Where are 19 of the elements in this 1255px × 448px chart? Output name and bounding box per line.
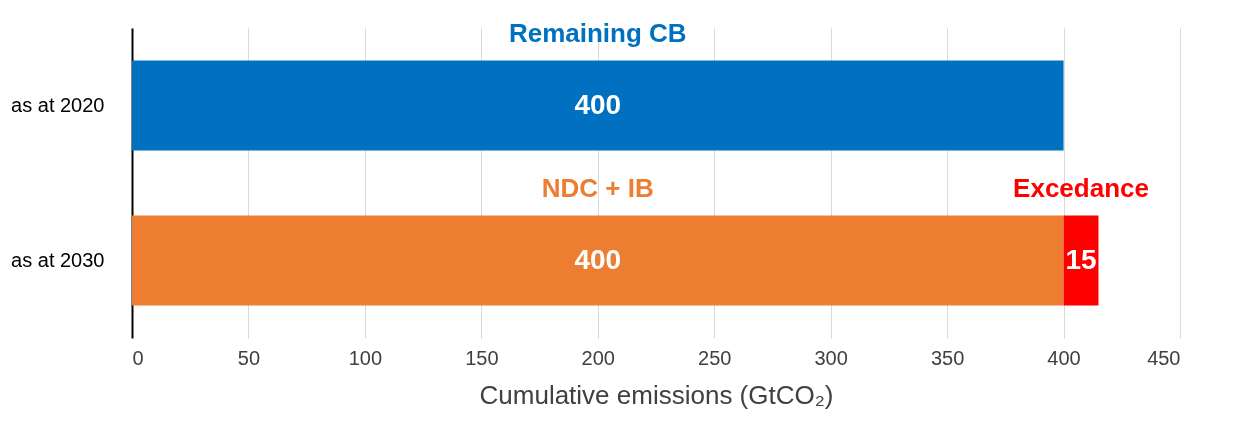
series-label: Excedance <box>1013 172 1149 203</box>
series-label: Remaining CB <box>508 17 687 48</box>
x-tick-label: 300 <box>814 346 848 369</box>
y-tick-label: as at 2030 <box>11 248 105 271</box>
x-tick-label: 0 <box>132 346 144 369</box>
x-tick-label: 100 <box>348 346 383 369</box>
x-tick-label: 400 <box>1047 346 1081 369</box>
x-tick-label: 150 <box>465 346 499 369</box>
x-axis-title: Cumulative emissions (GtCO₂) <box>479 379 834 410</box>
x-tick-label: 450 <box>1147 346 1181 369</box>
series-label: NDC + IB <box>541 172 654 203</box>
data-label: 400 <box>574 88 622 120</box>
x-tick-label: 200 <box>581 346 615 369</box>
data-label: 400 <box>574 243 622 275</box>
x-tick-label: 50 <box>237 346 261 369</box>
x-tick-label: 350 <box>930 346 965 369</box>
data-label: 15 <box>1065 243 1097 275</box>
y-tick-label: as at 2020 <box>11 93 105 116</box>
x-tick-label: 250 <box>698 346 732 369</box>
